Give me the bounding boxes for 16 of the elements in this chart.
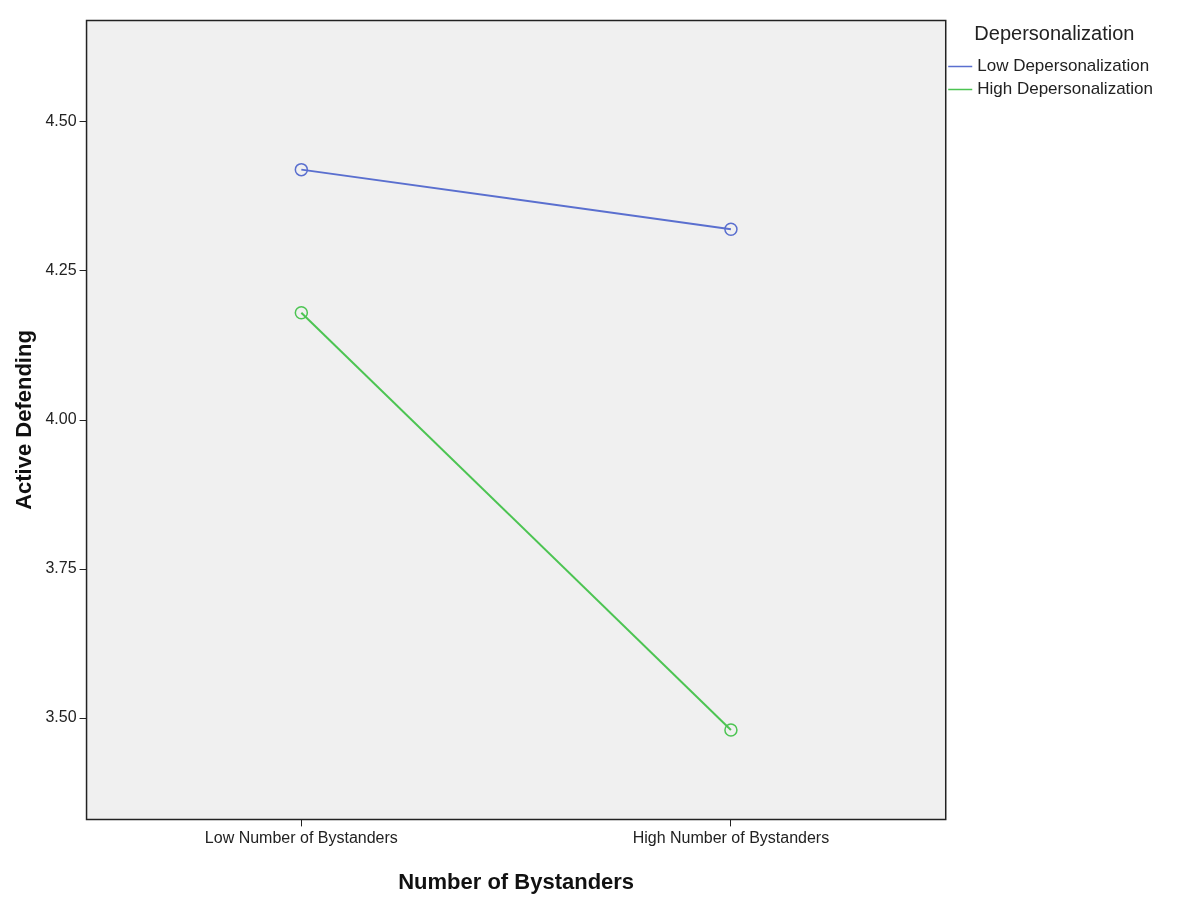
y-tick-label: 3.50: [45, 708, 77, 726]
y-tick-label: 3.75: [45, 559, 77, 577]
legend-label: Low Depersonalization: [977, 56, 1150, 76]
x-axis-title: Number of Bystanders: [398, 868, 635, 894]
y-axis-title: Active Defending: [11, 330, 37, 510]
point: [294, 162, 309, 177]
point: [294, 305, 309, 320]
point: [724, 222, 738, 236]
x-tick-label: High Number of Bystanders: [632, 829, 830, 847]
x-tick-label: Low Number of Bystanders: [204, 829, 398, 847]
y-tick-label: 4.25: [45, 261, 77, 279]
y-tick-label: 4.50: [45, 112, 77, 130]
legend-label: High Depersonalization: [977, 79, 1154, 99]
legend-title: Depersonalization: [974, 21, 1135, 44]
y-tick-label: 4.00: [45, 410, 77, 428]
point: [724, 723, 738, 737]
